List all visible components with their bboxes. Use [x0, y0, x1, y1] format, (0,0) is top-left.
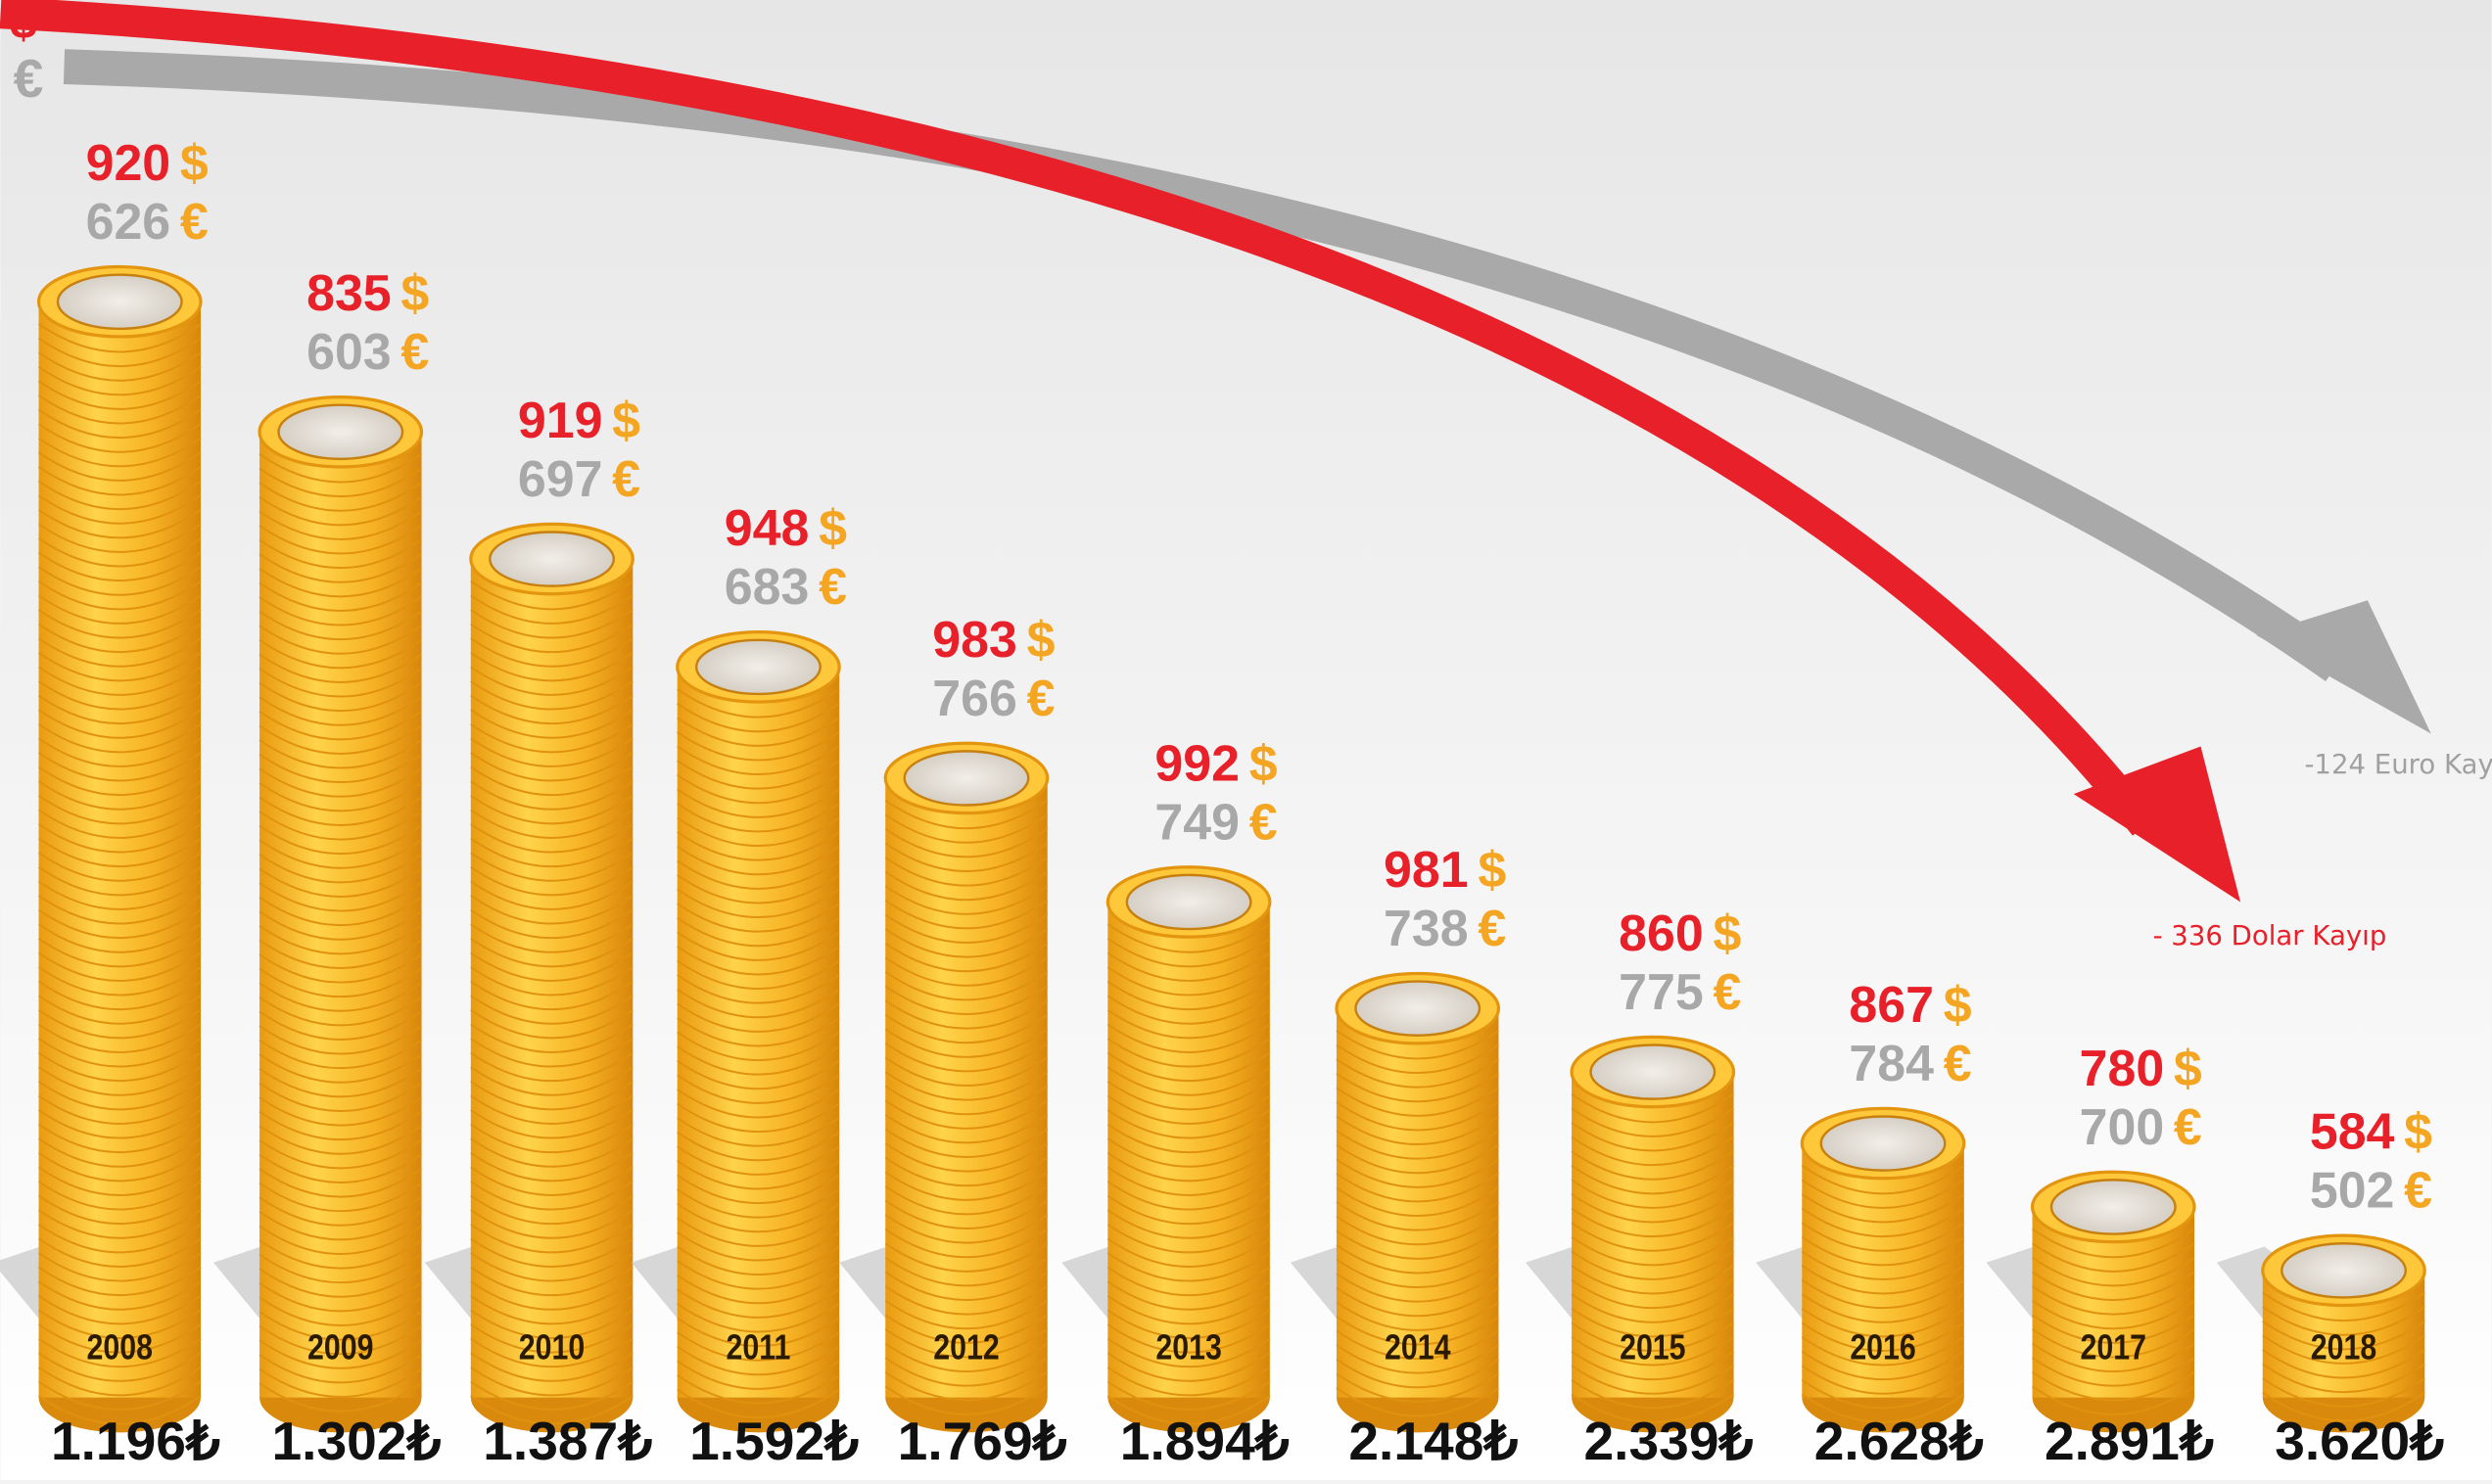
coin-hole	[490, 532, 614, 585]
euro-value: 626	[86, 194, 171, 251]
coin-hole	[696, 640, 821, 694]
coin-stack	[471, 559, 633, 1398]
euro-value: 697	[518, 451, 603, 508]
euro-value: 749	[1154, 794, 1240, 851]
dollar-value: 867	[1849, 977, 1934, 1034]
wage-label: 1.302₺	[271, 1411, 441, 1471]
dollar-value: 584	[2310, 1104, 2395, 1161]
euro-symbol: €	[612, 451, 640, 508]
dollar-symbol: $	[612, 393, 640, 449]
coin-hole	[1591, 1044, 1716, 1098]
dollar-value: 983	[932, 612, 1017, 669]
year-label: 2009	[307, 1328, 373, 1368]
wage-label: 1.894₺	[1120, 1411, 1290, 1471]
dollar-symbol: $	[1944, 977, 1972, 1034]
coin-stack	[259, 432, 421, 1397]
dollar-symbol: $	[1027, 612, 1056, 669]
year-label: 2015	[1620, 1328, 1685, 1368]
dollar-value: 919	[518, 393, 603, 449]
wage-label: 2.628₺	[1814, 1411, 1984, 1471]
coin-hole	[1821, 1116, 1946, 1170]
coin-hole	[1127, 875, 1251, 929]
dollar-value: 860	[1619, 905, 1704, 962]
year-label: 2018	[2311, 1328, 2376, 1368]
euro-symbol: €	[1713, 964, 1741, 1021]
wage-label: 1.387₺	[483, 1411, 652, 1471]
dollar-symbol: $	[2404, 1104, 2432, 1161]
euro-value: 738	[1384, 901, 1469, 957]
dollar-symbol: $	[180, 135, 209, 192]
coin-hole	[905, 751, 1029, 805]
year-label: 2012	[933, 1328, 999, 1368]
wage-label: 2.148₺	[1348, 1411, 1518, 1471]
euro-symbol: €	[1478, 901, 1506, 957]
year-label: 2016	[1850, 1328, 1915, 1368]
year-label: 2010	[519, 1328, 585, 1368]
year-label: 2014	[1385, 1328, 1451, 1368]
dollar-loss: - 336 Dolar Kayıp	[2153, 919, 2387, 951]
dollar-symbol: $	[1713, 905, 1741, 962]
dollar-value: 948	[725, 500, 810, 557]
coin-hole	[279, 405, 403, 459]
year-label: 2008	[87, 1328, 153, 1368]
euro-value: 700	[2080, 1099, 2165, 1156]
euro-value: 775	[1619, 964, 1704, 1021]
year-label: 2013	[1155, 1328, 1221, 1368]
euro-symbol: €	[180, 194, 209, 251]
dollar-value: 920	[86, 135, 171, 192]
coin-hole	[1355, 982, 1480, 1036]
wage-label: 1.196₺	[51, 1411, 220, 1471]
dollar-value: 981	[1384, 842, 1469, 899]
euro-symbol: €	[14, 48, 44, 109]
dollar-value: 835	[306, 265, 392, 322]
euro-value: 784	[1849, 1036, 1934, 1092]
euro-symbol: €	[2404, 1163, 2432, 1220]
dollar-symbol: $	[1478, 842, 1506, 899]
year-label: 2011	[727, 1328, 791, 1368]
euro-loss: -124 Euro Kayıp	[2304, 748, 2492, 780]
dollar-symbol: $	[2174, 1041, 2202, 1097]
euro-symbol: €	[1027, 671, 1056, 727]
dollar-symbol: $	[1249, 735, 1278, 792]
dollar-symbol: $	[10, 0, 36, 49]
wage-label: 2.891₺	[2045, 1411, 2214, 1471]
wage-label: 2.339₺	[1583, 1411, 1753, 1471]
euro-symbol: €	[1249, 794, 1278, 851]
year-label: 2017	[2081, 1328, 2146, 1368]
euro-value: 683	[725, 559, 810, 616]
euro-symbol: €	[400, 324, 429, 381]
euro-value: 502	[2310, 1163, 2395, 1220]
coin-hole	[2051, 1180, 2176, 1233]
wage-label: 3.620₺	[2275, 1411, 2444, 1471]
euro-symbol: €	[1944, 1036, 1972, 1092]
euro-symbol: €	[2174, 1099, 2202, 1156]
dollar-symbol: $	[819, 500, 847, 557]
dollar-value: 780	[2080, 1041, 2165, 1097]
euro-value: 603	[306, 324, 392, 381]
wage-label: 1.592₺	[689, 1411, 859, 1471]
wage-label: 1.769₺	[898, 1411, 1067, 1471]
dollar-value: 992	[1154, 735, 1240, 792]
dollar-symbol: $	[400, 265, 429, 322]
coin-hole	[2281, 1243, 2406, 1297]
chart: $ € -124 Euro Kayıp - 336 Dolar Kayıp 20…	[0, 0, 2492, 1480]
euro-symbol: €	[819, 559, 847, 616]
euro-value: 766	[932, 671, 1017, 727]
coin-hole	[58, 275, 182, 329]
